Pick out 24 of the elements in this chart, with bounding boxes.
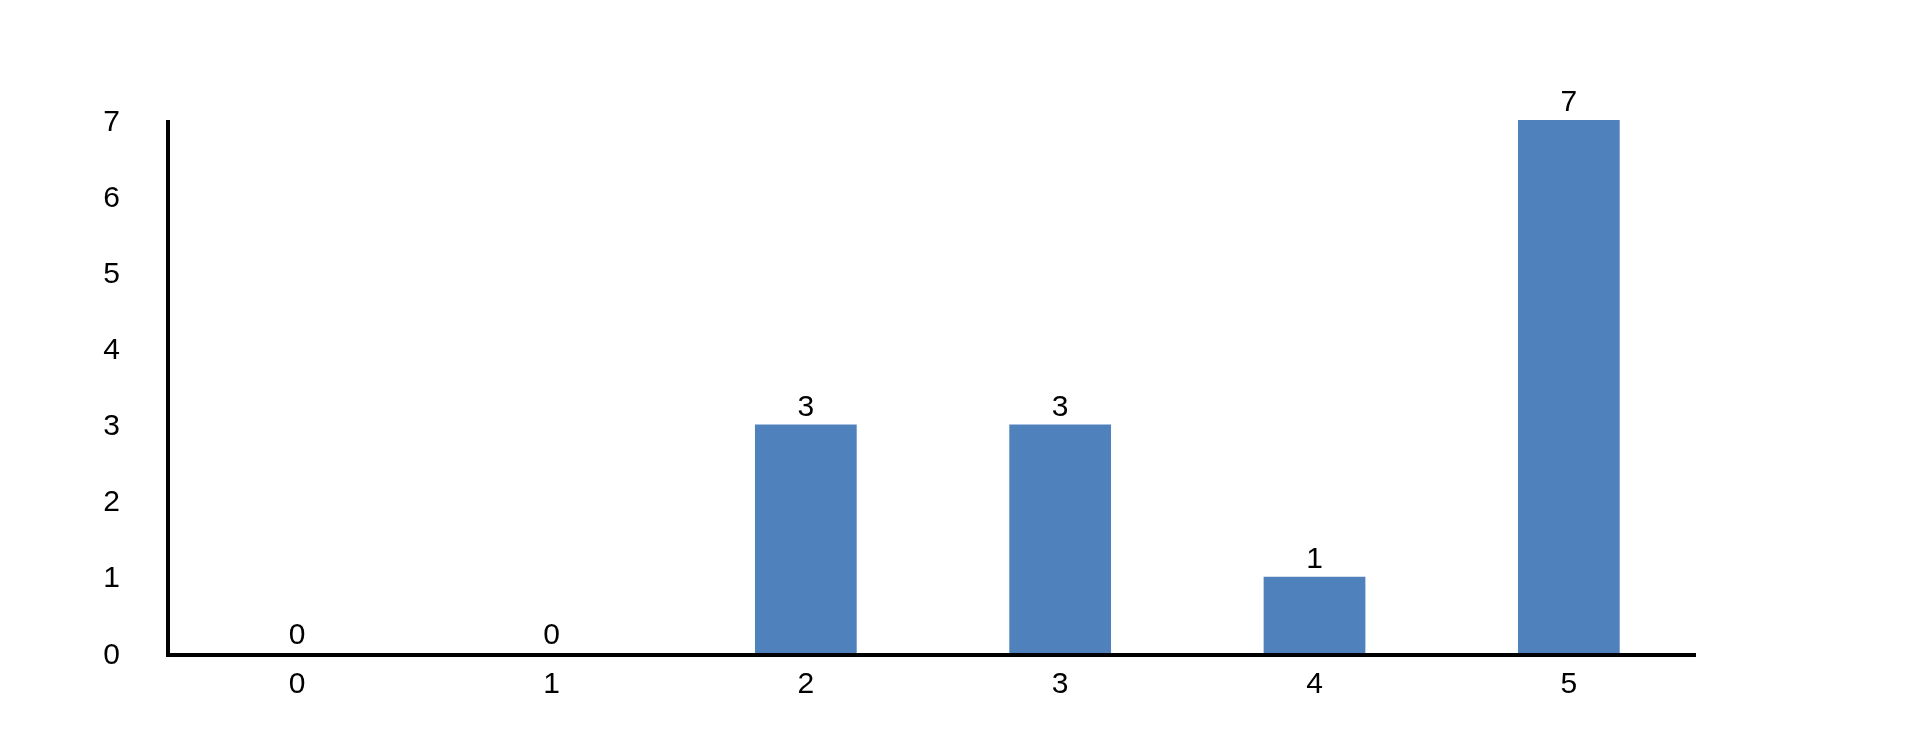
bar: [1263, 576, 1366, 653]
y-tick-label: 6: [103, 179, 120, 213]
y-tick-label: 1: [103, 560, 120, 594]
x-tick-label: 4: [1306, 666, 1323, 699]
bar: [1009, 424, 1112, 653]
bar: [754, 424, 857, 653]
data-label: 3: [797, 388, 815, 422]
x-tick-label: 2: [797, 666, 815, 699]
y-tick-label: 7: [103, 103, 120, 137]
y-tick-label: 3: [103, 408, 120, 442]
x-tick-label: 1: [543, 666, 560, 699]
data-label: 3: [1051, 388, 1069, 422]
data-label: 0: [543, 617, 560, 650]
data-label: 0: [288, 617, 306, 650]
x-tick-label: 5: [1560, 666, 1578, 699]
x-tick-label: 0: [288, 666, 306, 699]
data-label: 7: [1560, 84, 1578, 117]
y-tick-label: 5: [103, 255, 120, 289]
y-tick-label: 0: [103, 636, 120, 670]
y-tick-label: 4: [103, 331, 120, 365]
bar: [1517, 120, 1620, 653]
x-tick-label: 3: [1051, 666, 1069, 699]
y-tick-label: 2: [103, 484, 120, 518]
data-label: 1: [1306, 540, 1323, 574]
